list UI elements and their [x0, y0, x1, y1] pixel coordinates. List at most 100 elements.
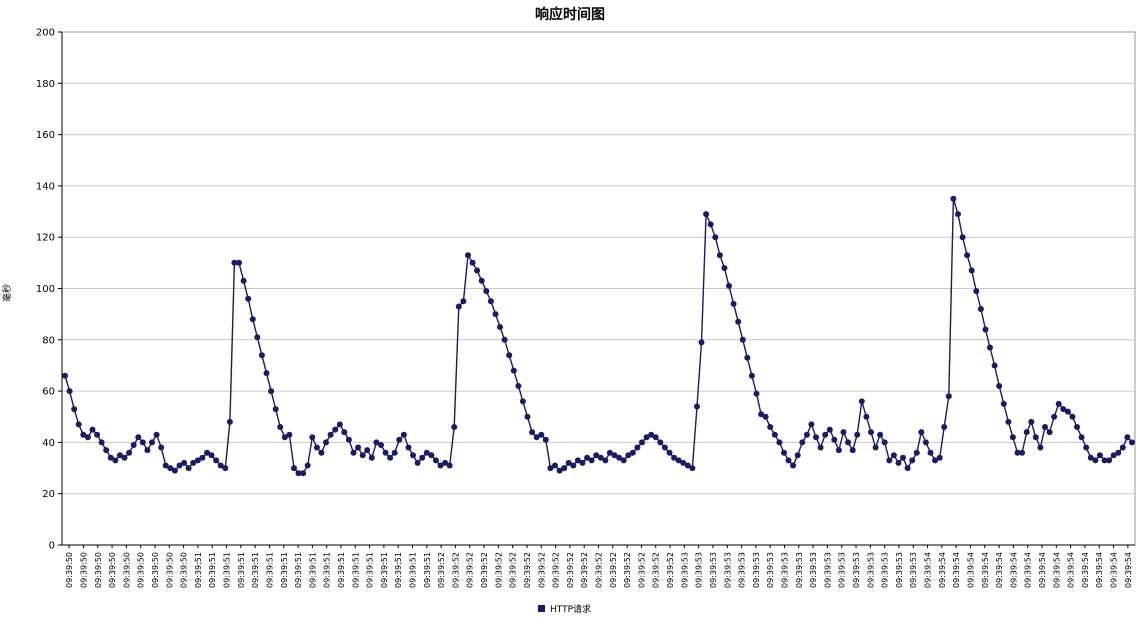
- data-point-marker: [378, 442, 384, 448]
- x-tick-label: 09:39:51: [280, 552, 289, 588]
- data-point-marker: [1019, 449, 1026, 456]
- data-point-marker: [776, 439, 783, 446]
- data-point-marker: [336, 421, 343, 428]
- data-point-marker: [158, 444, 165, 451]
- x-tick-label: 09:39:51: [194, 552, 203, 588]
- x-tick-label: 09:39:51: [423, 552, 432, 588]
- x-tick-label: 09:39:51: [337, 552, 346, 588]
- data-point-marker: [181, 459, 188, 466]
- x-tick-label: 09:39:54: [1038, 552, 1047, 588]
- y-tick-label: 20: [42, 489, 55, 500]
- data-point-marker: [698, 339, 705, 346]
- data-point-marker: [405, 444, 412, 451]
- data-point-marker: [396, 436, 403, 443]
- data-point-marker: [881, 439, 888, 446]
- data-point-marker: [80, 431, 87, 438]
- legend: HTTP请求: [538, 603, 591, 615]
- data-point-marker: [886, 457, 893, 464]
- x-tick-label: 09:39:51: [308, 552, 317, 588]
- x-tick-label: 09:39:53: [709, 552, 718, 588]
- data-point-marker: [231, 259, 238, 266]
- x-tick-label: 09:39:50: [137, 552, 146, 588]
- x-tick-label: 09:39:54: [1081, 552, 1090, 588]
- data-point-marker: [703, 211, 710, 218]
- data-point-marker: [694, 403, 700, 410]
- x-axis: 09:39:50 09:39:50 09:39:50 09:39:50 09:39:50…: [62, 544, 1135, 588]
- x-tick-label: 09:39:53: [795, 552, 804, 588]
- x-tick-label: 09:39:52: [580, 552, 589, 588]
- data-point-marker: [519, 398, 526, 405]
- data-point-marker: [1060, 406, 1067, 413]
- data-point-marker: [465, 252, 471, 259]
- data-point-marker: [707, 221, 714, 228]
- data-point-marker: [149, 439, 155, 446]
- y-tick-label: 80: [42, 335, 55, 346]
- data-point-marker: [135, 434, 142, 441]
- data-point-marker: [117, 452, 123, 459]
- data-point-marker: [643, 434, 650, 441]
- data-point-marker: [437, 462, 444, 469]
- data-point-marker: [428, 452, 435, 459]
- x-tick-label: 09:39:51: [323, 552, 332, 588]
- data-point-marker: [506, 352, 513, 359]
- data-point-marker: [675, 457, 682, 464]
- data-point-marker: [1051, 413, 1058, 420]
- x-tick-label: 09:39:54: [1067, 552, 1076, 588]
- data-point-marker: [877, 431, 884, 438]
- data-point-marker: [661, 444, 668, 451]
- data-series: [62, 195, 1135, 477]
- data-point-marker: [1083, 444, 1090, 451]
- data-point-marker: [936, 454, 943, 461]
- x-tick-label: 09:39:52: [466, 552, 475, 588]
- data-point-marker: [1032, 434, 1039, 441]
- data-point-marker: [1124, 434, 1131, 441]
- data-point-marker: [744, 354, 751, 361]
- x-tick-label: 09:39:50: [165, 552, 174, 588]
- x-tick-label: 09:39:51: [208, 552, 217, 588]
- data-point-marker: [1092, 457, 1099, 464]
- x-tick-label: 09:39:52: [523, 552, 532, 588]
- data-point-marker: [913, 449, 920, 456]
- data-point-marker: [1078, 434, 1085, 441]
- data-point-marker: [748, 372, 755, 379]
- data-point-marker: [950, 195, 957, 202]
- data-point-marker: [222, 465, 229, 472]
- x-tick-label: 09:39:54: [1024, 552, 1033, 588]
- x-tick-label: 09:39:54: [1052, 552, 1061, 588]
- x-tick-label: 09:39:52: [652, 552, 661, 588]
- data-point-marker: [799, 439, 806, 446]
- data-point-marker: [831, 436, 838, 443]
- data-point-marker: [932, 457, 939, 464]
- x-tick-label: 09:39:54: [966, 552, 975, 588]
- data-point-marker: [813, 434, 819, 441]
- data-point-marker: [368, 454, 375, 461]
- data-point-marker: [501, 336, 508, 343]
- data-point-marker: [1110, 452, 1117, 459]
- data-point-marker: [616, 454, 623, 461]
- data-point-marker: [689, 465, 696, 472]
- data-point-marker: [597, 454, 604, 461]
- data-point-marker: [538, 431, 545, 438]
- data-point-marker: [790, 462, 797, 469]
- x-tick-label: 09:39:51: [394, 552, 403, 588]
- data-point-marker: [730, 300, 737, 307]
- data-point-marker: [474, 267, 481, 274]
- data-point-marker: [71, 406, 78, 413]
- data-point-marker: [345, 436, 352, 443]
- data-point-marker: [204, 449, 210, 456]
- data-point-marker: [355, 444, 362, 451]
- data-point-marker: [826, 426, 833, 433]
- data-point-marker: [107, 454, 114, 461]
- data-point-marker: [451, 424, 458, 430]
- data-point-marker: [410, 452, 416, 459]
- x-tick-label: 09:39:53: [680, 552, 689, 588]
- data-point-marker: [419, 454, 426, 461]
- data-point-marker: [382, 449, 389, 456]
- data-point-marker: [341, 429, 348, 436]
- y-tick-label: 40: [42, 438, 55, 449]
- x-tick-label: 09:39:51: [409, 552, 418, 588]
- x-tick-label: 09:39:51: [366, 552, 375, 588]
- data-point-marker: [565, 459, 572, 466]
- data-point-marker: [808, 421, 815, 428]
- data-point-marker: [716, 252, 723, 259]
